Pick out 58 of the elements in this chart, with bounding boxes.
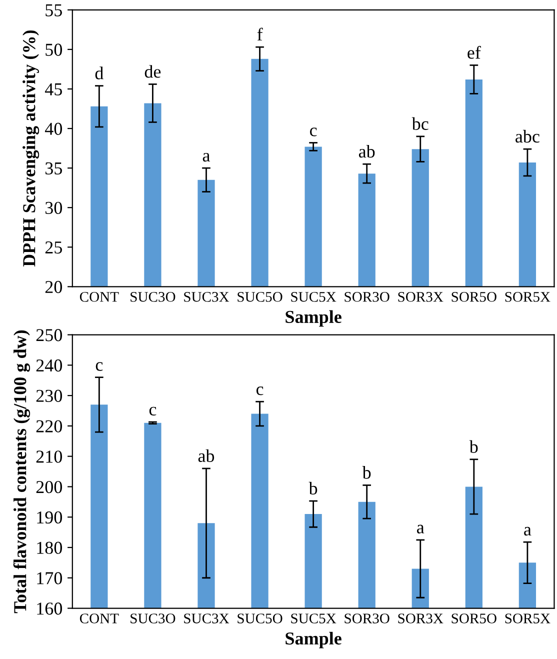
annotation: b	[469, 440, 478, 453]
annotation: c	[256, 386, 264, 396]
annotation: bc	[412, 117, 428, 130]
y-tick-label: 45	[44, 83, 62, 96]
y-tick-label: 30	[45, 202, 62, 214]
y-tick-label: 160	[37, 602, 62, 615]
x-axis-title: Sample	[286, 310, 342, 327]
annotation: ab	[358, 144, 375, 158]
x-tick-label: SUC3X	[184, 292, 230, 302]
annotation: c	[310, 128, 317, 136]
x-tick-label: SUC3X	[184, 614, 230, 624]
annotation: ab	[198, 449, 214, 462]
x-tick-label: SUC3O	[130, 614, 176, 624]
annotation: f	[257, 28, 263, 40]
y-tick-label: 240	[36, 359, 62, 372]
x-tick-label: SOR5O	[452, 614, 496, 624]
y-tick-label: 230	[36, 390, 62, 402]
annotation: c	[96, 362, 103, 371]
annotation: abc	[516, 130, 540, 143]
x-axis-title: Sample	[286, 632, 342, 648]
x-tick-label: SUC3O	[130, 292, 176, 302]
x-tick-label: CONT	[80, 614, 119, 624]
x-tick-label: SOR3O	[344, 614, 390, 624]
annotation: a	[524, 526, 532, 536]
y-tick-label: 180	[37, 542, 62, 554]
y-tick-label: 35	[45, 162, 62, 174]
y-tick-label: 190	[37, 511, 62, 524]
annotation: a	[417, 524, 424, 534]
y-tick-label: 25	[45, 241, 62, 254]
y-tick-label: 250	[36, 329, 62, 342]
x-tick-label: SOR3X	[398, 292, 444, 302]
y-tick-label: 55	[46, 4, 62, 16]
x-tick-label: SOR3X	[398, 614, 444, 624]
x-tick-label: SUC5O	[238, 614, 282, 624]
x-tick-label: SOR5X	[505, 292, 550, 302]
x-tick-label: SUC5X	[291, 614, 336, 624]
x-tick-label: SOR5O	[452, 292, 496, 302]
annotation: ef	[468, 46, 481, 59]
y-tick-label: 210	[36, 450, 62, 463]
annotation: d	[95, 66, 104, 80]
y-tick-label: 40	[44, 122, 62, 135]
y-axis-title: DPPH Scavenging activity (%)	[22, 30, 40, 267]
annotation: a	[202, 152, 210, 162]
y-axis-title: Total flavonoid contents (g/100 g dw)	[13, 330, 30, 614]
x-tick-label: CONT	[80, 292, 119, 302]
x-tick-label: SUC5O	[238, 292, 282, 302]
annotation: b	[362, 466, 371, 479]
annotation: de	[144, 65, 161, 78]
annotation: c	[149, 406, 156, 416]
x-tick-label: SUC5X	[291, 292, 336, 302]
y-tick-label: 200	[36, 480, 62, 494]
y-tick-label: 220	[36, 420, 62, 432]
x-tick-label: SOR3O	[344, 292, 390, 302]
y-tick-label: 50	[46, 44, 62, 56]
y-tick-label: 170	[37, 572, 62, 584]
annotation: b	[308, 482, 318, 495]
x-tick-label: SOR5X	[505, 614, 550, 624]
y-tick-label: 20	[45, 280, 62, 294]
